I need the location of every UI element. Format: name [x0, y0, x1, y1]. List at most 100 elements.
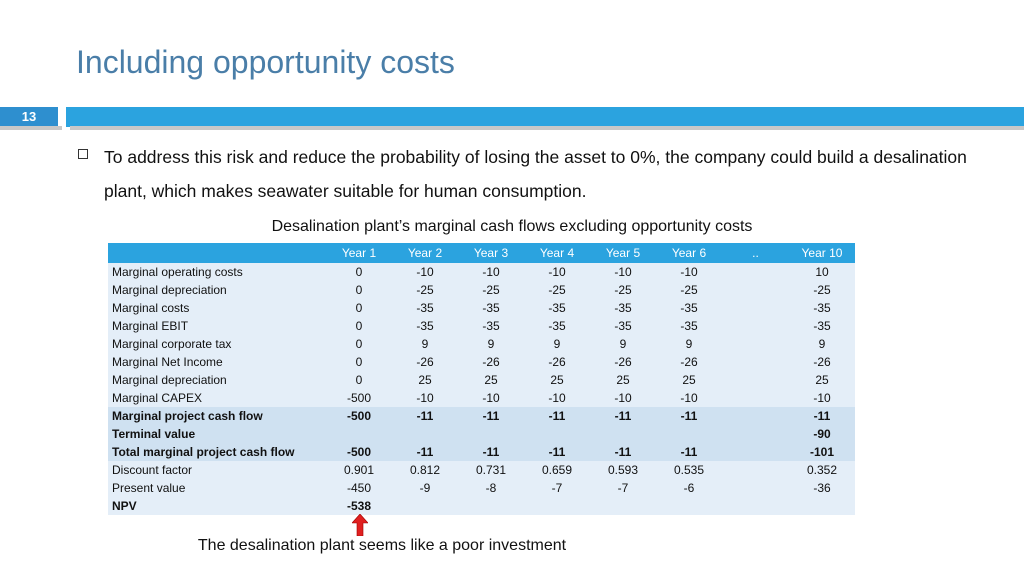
table-cell: 25 — [656, 371, 722, 389]
table-cell: -101 — [789, 443, 855, 461]
table-cell: -35 — [789, 299, 855, 317]
header-cell-year-4: Year 4 — [524, 243, 590, 263]
table-cell — [789, 497, 855, 515]
table-cell — [722, 389, 789, 407]
slide-number-shadow — [0, 126, 62, 130]
row-label: Marginal depreciation — [108, 281, 326, 299]
table-cell: -25 — [656, 281, 722, 299]
table-cell: -10 — [524, 389, 590, 407]
table-cell: 9 — [458, 335, 524, 353]
cash-flow-table: Year 1 Year 2 Year 3 Year 4 Year 5 Year … — [108, 243, 855, 515]
bullet-square-icon — [78, 149, 88, 159]
row-label: Marginal depreciation — [108, 371, 326, 389]
table-cell — [722, 299, 789, 317]
table-row: Marginal depreciation 0 25 25 25 25 25 25 — [108, 371, 855, 389]
table-cell: -10 — [590, 263, 656, 281]
table-cell: 9 — [590, 335, 656, 353]
table-row: Terminal value -90 — [108, 425, 855, 443]
header-cell-ellipsis: .. — [722, 243, 789, 263]
table-row: Marginal CAPEX -500 -10 -10 -10 -10 -10 -10 — [108, 389, 855, 407]
table-cell — [722, 407, 789, 425]
table-row: Marginal corporate tax 0 9 9 9 9 9 9 — [108, 335, 855, 353]
table-cell — [722, 281, 789, 299]
table-cell: -11 — [590, 407, 656, 425]
row-label: Marginal project cash flow — [108, 407, 326, 425]
table-cell: -35 — [590, 299, 656, 317]
table-cell — [722, 443, 789, 461]
table-row: NPV -538 — [108, 497, 855, 515]
table-cell — [590, 425, 656, 443]
table-cell: -11 — [392, 407, 458, 425]
table-cell: -11 — [524, 443, 590, 461]
table-cell: -35 — [656, 299, 722, 317]
table-cell — [392, 425, 458, 443]
row-label: Marginal Net Income — [108, 353, 326, 371]
table-cell: -10 — [524, 263, 590, 281]
table-cell: -90 — [789, 425, 855, 443]
table-cell: -25 — [392, 281, 458, 299]
table-cell — [722, 371, 789, 389]
table-cell: -500 — [326, 407, 392, 425]
row-label: Total marginal project cash flow — [108, 443, 326, 461]
table-cell — [722, 497, 789, 515]
table-cell: -500 — [326, 443, 392, 461]
table-cell — [590, 497, 656, 515]
header-cell-year-10: Year 10 — [789, 243, 855, 263]
table-cell: -11 — [789, 407, 855, 425]
table-caption: Desalination plant’s marginal cash flows… — [271, 218, 753, 235]
table-cell: -10 — [458, 389, 524, 407]
row-label: Present value — [108, 479, 326, 497]
table-cell: 0.659 — [524, 461, 590, 479]
table-cell: -25 — [458, 281, 524, 299]
row-label: Terminal value — [108, 425, 326, 443]
table-cell: 0.535 — [656, 461, 722, 479]
table-cell: -10 — [392, 263, 458, 281]
table-cell: -450 — [326, 479, 392, 497]
table-cell: -25 — [524, 281, 590, 299]
row-label: Marginal EBIT — [108, 317, 326, 335]
table-cell: -36 — [789, 479, 855, 497]
table-cell — [458, 425, 524, 443]
table-cell: -11 — [458, 443, 524, 461]
table-cell — [656, 425, 722, 443]
table-cell: -11 — [656, 407, 722, 425]
table-cell: 10 — [789, 263, 855, 281]
table-cell: 0 — [326, 281, 392, 299]
row-label: Marginal operating costs — [108, 263, 326, 281]
table-cell: -11 — [458, 407, 524, 425]
title-bar-shadow — [70, 126, 1024, 130]
table-cell: -25 — [789, 281, 855, 299]
table-cell: 25 — [789, 371, 855, 389]
table-cell: 9 — [656, 335, 722, 353]
table-cell: -6 — [656, 479, 722, 497]
table-cell: -10 — [458, 263, 524, 281]
table-cell — [722, 353, 789, 371]
table-cell — [722, 479, 789, 497]
header-cell-year-5: Year 5 — [590, 243, 656, 263]
slide-title: Including opportunity costs — [76, 44, 455, 80]
table-cell: 25 — [458, 371, 524, 389]
table-cell — [524, 497, 590, 515]
table-cell: 9 — [392, 335, 458, 353]
table-cell: 0 — [326, 317, 392, 335]
table-cell: -35 — [656, 317, 722, 335]
table-cell: -35 — [458, 317, 524, 335]
table-cell: -11 — [590, 443, 656, 461]
table-cell: 25 — [392, 371, 458, 389]
table-cell — [722, 263, 789, 281]
table-row: Present value -450 -9 -8 -7 -7 -6 -36 — [108, 479, 855, 497]
table-cell: -35 — [789, 317, 855, 335]
title-bar — [66, 107, 1024, 127]
row-label: Discount factor — [108, 461, 326, 479]
header-cell-year-3: Year 3 — [458, 243, 524, 263]
table-cell: -7 — [524, 479, 590, 497]
table-cell — [524, 425, 590, 443]
table-row: Marginal costs 0 -35 -35 -35 -35 -35 -35 — [108, 299, 855, 317]
table-cell: -35 — [590, 317, 656, 335]
table-cell: 25 — [524, 371, 590, 389]
bullet-text: To address this risk and reduce the prob… — [104, 147, 967, 201]
header-cell-year-2: Year 2 — [392, 243, 458, 263]
table-cell — [656, 497, 722, 515]
table-cell: -8 — [458, 479, 524, 497]
table-cell — [722, 335, 789, 353]
